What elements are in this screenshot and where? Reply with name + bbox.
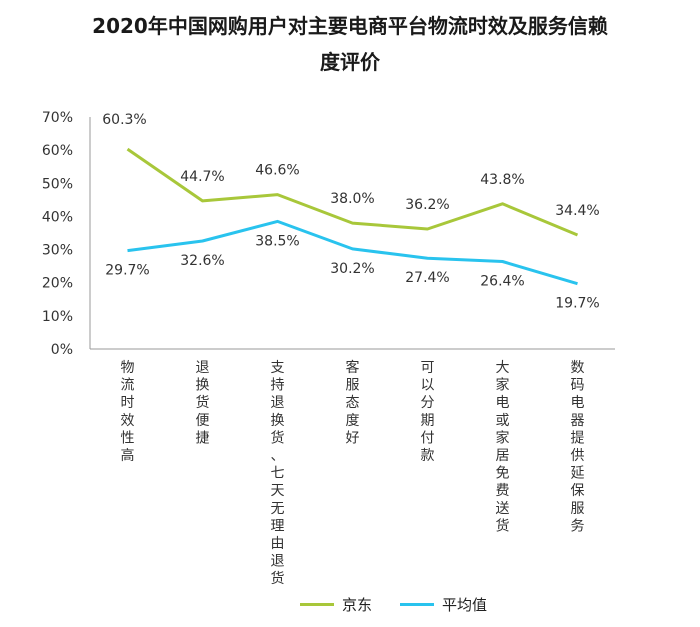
- y-tick-label: 70%: [42, 110, 73, 126]
- legend: 京东 平均值: [300, 594, 487, 615]
- y-tick-label: 30%: [42, 243, 73, 259]
- series-line-average: [127, 219, 578, 286]
- chart-title-line-2: 度评价: [320, 50, 380, 74]
- chart-title-line-1: 2020年中国网购用户对主要电商平台物流时效及服务信赖: [92, 14, 608, 38]
- series-line-jd: [126, 147, 579, 237]
- legend-swatch-average: [400, 603, 435, 606]
- data-label-average: 30.2%: [330, 261, 374, 277]
- y-tick-label: 60%: [42, 143, 73, 159]
- y-tick-label: 10%: [42, 309, 73, 325]
- data-label-jd: 46.6%: [255, 163, 299, 179]
- legend-item-average: 平均值: [400, 594, 487, 615]
- x-category-label: 数码电器提供延保服务: [571, 360, 585, 534]
- data-label-jd: 60.3%: [102, 112, 146, 128]
- x-category-label: 客服态度好: [346, 359, 360, 446]
- x-category-label: 大家电或家居免费送货: [496, 360, 510, 534]
- data-label-jd: 38.0%: [330, 191, 374, 207]
- y-tick-label: 40%: [42, 209, 73, 225]
- y-tick-label: 20%: [42, 276, 73, 292]
- x-category-label: 支持退换货、七天无理由退货: [271, 360, 285, 587]
- data-label-average: 32.6%: [180, 253, 224, 269]
- legend-label-jd: 京东: [342, 596, 373, 614]
- data-label-jd: 44.7%: [180, 169, 224, 185]
- x-category-label: 物流时效性高: [121, 360, 135, 464]
- data-label-jd: 34.4%: [555, 203, 599, 219]
- data-label-average: 38.5%: [255, 233, 299, 249]
- chart-title: 2020年中国网购用户对主要电商平台物流时效及服务信赖 度评价: [0, 8, 700, 80]
- data-label-average: 26.4%: [480, 274, 524, 290]
- x-category-label: 可以分期付款: [421, 360, 435, 464]
- data-label-average: 19.7%: [555, 296, 599, 312]
- y-tick-label: 0%: [51, 342, 73, 358]
- data-label-average: 29.7%: [105, 263, 149, 279]
- y-tick-label: 50%: [42, 176, 73, 192]
- data-label-average: 27.4%: [405, 270, 449, 286]
- legend-item-jd: 京东: [300, 594, 372, 615]
- data-label-jd: 36.2%: [405, 197, 449, 213]
- data-label-jd: 43.8%: [480, 172, 524, 188]
- legend-swatch-jd: [300, 603, 334, 606]
- x-category-label: 退换货便捷: [196, 360, 210, 446]
- legend-label-average: 平均值: [442, 596, 488, 614]
